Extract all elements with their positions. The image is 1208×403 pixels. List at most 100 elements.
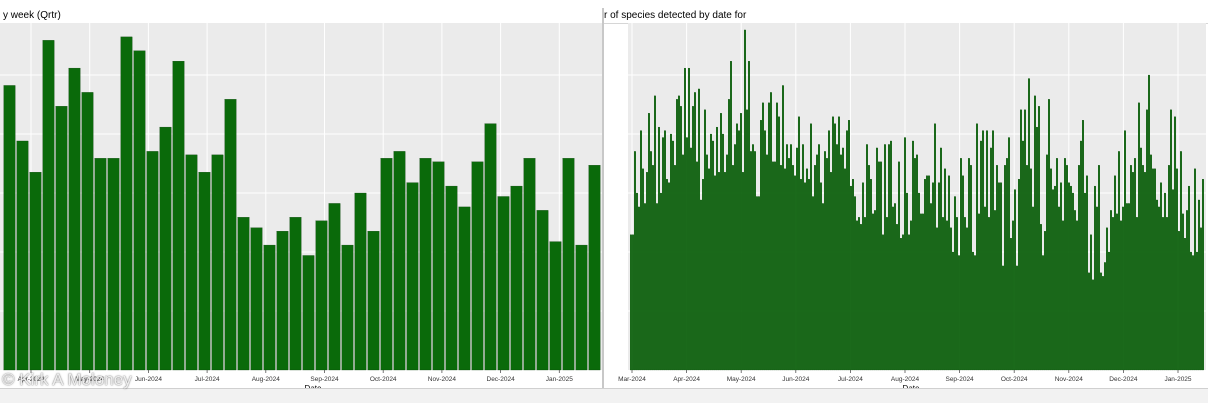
bar xyxy=(632,234,634,371)
x-axis-label: Date xyxy=(305,384,322,388)
bar xyxy=(934,123,936,371)
bar xyxy=(720,113,722,371)
bar xyxy=(640,130,642,371)
bar xyxy=(896,224,898,371)
weekly-bar-chart: Apr-2024 May-2024 Jun-2024 Jul-2024 Aug-2024… xyxy=(0,23,602,388)
bar xyxy=(1058,206,1060,371)
bar xyxy=(1108,251,1110,371)
bar xyxy=(1100,272,1102,371)
bar xyxy=(808,179,810,371)
bar xyxy=(906,192,908,371)
bar xyxy=(1168,165,1170,371)
bar xyxy=(1192,255,1194,371)
bar xyxy=(888,144,890,371)
bar xyxy=(648,113,650,371)
bar xyxy=(772,161,774,371)
bar xyxy=(636,192,638,371)
bar xyxy=(211,154,224,371)
bar xyxy=(970,165,972,371)
bar xyxy=(962,175,964,371)
bar xyxy=(818,144,820,371)
bar xyxy=(766,154,768,371)
bar xyxy=(445,185,458,371)
bar xyxy=(838,116,840,371)
bar xyxy=(1048,99,1050,371)
bar xyxy=(1198,199,1200,371)
bar xyxy=(263,244,276,371)
bar xyxy=(1094,185,1096,371)
bar xyxy=(976,123,978,371)
bar xyxy=(1028,78,1030,371)
bar xyxy=(984,206,986,371)
bar xyxy=(646,172,648,371)
bar xyxy=(858,217,860,371)
bar xyxy=(1082,120,1084,371)
bar xyxy=(710,133,712,371)
bar xyxy=(1112,217,1114,371)
bar xyxy=(878,161,880,371)
bar xyxy=(1128,203,1130,371)
bar xyxy=(968,158,970,371)
bar xyxy=(982,130,984,371)
bar xyxy=(992,130,994,371)
bar xyxy=(1066,165,1068,371)
bar xyxy=(960,158,962,371)
bar xyxy=(1072,192,1074,371)
x-tick-label: Sep-2024 xyxy=(310,376,339,383)
bar xyxy=(872,213,874,371)
bar xyxy=(1076,220,1078,371)
bar xyxy=(870,179,872,371)
panel-divider[interactable] xyxy=(602,8,604,388)
bar xyxy=(1202,179,1204,371)
bar xyxy=(1046,154,1048,371)
bar xyxy=(1132,172,1134,371)
bar xyxy=(198,172,211,371)
chart-title: r of species detected by date for xyxy=(604,10,747,21)
bar xyxy=(868,165,870,371)
bar xyxy=(768,102,770,371)
bar xyxy=(908,234,910,371)
bar xyxy=(1118,151,1120,371)
bar xyxy=(1138,102,1140,371)
bar xyxy=(81,92,94,371)
bar xyxy=(726,154,728,371)
bar xyxy=(1184,238,1186,371)
bar xyxy=(824,151,826,371)
bar xyxy=(664,130,666,371)
bar xyxy=(634,151,636,371)
bar xyxy=(658,126,660,371)
bar xyxy=(898,161,900,371)
bar xyxy=(1176,168,1178,371)
bar xyxy=(904,137,906,371)
bar xyxy=(916,154,918,371)
chart-title: y week (Qrtr) xyxy=(3,10,61,21)
bar xyxy=(712,140,714,371)
bar xyxy=(1114,175,1116,371)
bar xyxy=(680,106,682,371)
bar xyxy=(846,130,848,371)
bar xyxy=(185,154,198,371)
bar xyxy=(1174,116,1176,371)
bar xyxy=(860,224,862,371)
bar xyxy=(1142,165,1144,371)
bar xyxy=(654,95,656,371)
bar xyxy=(1008,137,1010,371)
bar xyxy=(764,130,766,371)
bar xyxy=(708,168,710,371)
bar xyxy=(812,196,814,371)
bar xyxy=(1134,158,1136,371)
bar xyxy=(1182,213,1184,371)
bar xyxy=(718,172,720,371)
bar xyxy=(562,158,575,371)
bar xyxy=(1036,126,1038,371)
bar xyxy=(972,251,974,371)
bar xyxy=(1026,165,1028,371)
bar xyxy=(716,126,718,371)
bar xyxy=(172,61,185,371)
bar xyxy=(1032,206,1034,371)
bar xyxy=(1164,192,1166,371)
bar xyxy=(1006,158,1008,371)
bar xyxy=(1064,158,1066,371)
bar xyxy=(484,123,497,371)
bar xyxy=(774,161,776,371)
